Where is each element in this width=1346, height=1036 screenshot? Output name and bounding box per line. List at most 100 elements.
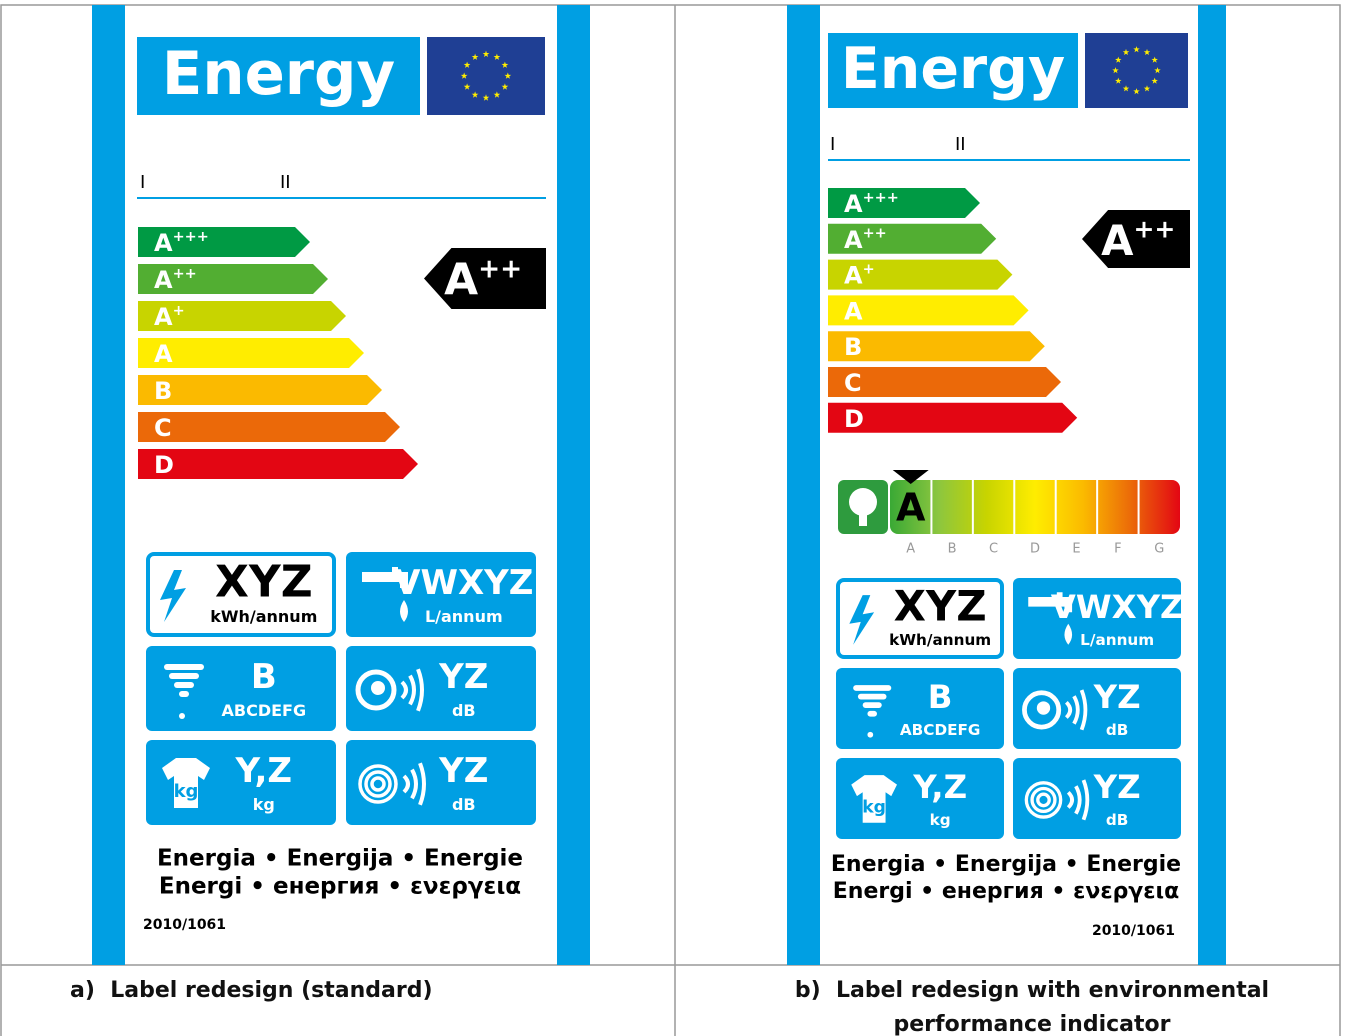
eu-star	[1122, 48, 1130, 55]
icon-shirt-unit: kg	[174, 781, 199, 802]
header-box	[137, 37, 420, 115]
languages: Energia • Energija • Energie	[157, 846, 523, 872]
eu-star	[1133, 88, 1140, 95]
info-unit: kWh/annum	[889, 631, 991, 649]
icon-spiral	[1030, 786, 1057, 814]
rating-label: A++	[1101, 214, 1175, 264]
info-unit: L/annum	[1080, 631, 1154, 649]
eu-star	[463, 61, 471, 68]
header-title: Energy	[841, 36, 1065, 102]
eu-star	[471, 91, 479, 98]
class-letter: A	[844, 226, 863, 254]
class-label: A+++	[154, 229, 209, 257]
class-label: B	[154, 377, 172, 405]
icon-sound	[1081, 779, 1090, 821]
info-unit: kg	[253, 795, 275, 814]
class-superscript: ++	[478, 254, 522, 284]
info-unit: kWh/annum	[210, 607, 317, 626]
class-arrow	[828, 188, 980, 218]
class-letter: A	[154, 266, 173, 294]
info-unit: L/annum	[425, 607, 503, 626]
class-superscript: +	[863, 261, 875, 277]
info-value: VWXYZ	[1051, 588, 1184, 626]
icon-tornado	[164, 664, 204, 670]
icon-drum-core	[371, 681, 385, 695]
icon-sound	[402, 774, 410, 794]
info-box	[836, 578, 1004, 659]
class-superscript: ++	[863, 226, 887, 242]
icon-tornado	[862, 702, 882, 709]
env-scale-letter: E	[1072, 542, 1080, 557]
info-unit: dB	[1106, 721, 1129, 739]
info-unit: dB	[1106, 811, 1129, 829]
eu-star	[482, 50, 490, 57]
icon-drum-core	[1036, 701, 1051, 715]
icon-sound	[410, 768, 418, 800]
class-label: D	[844, 405, 864, 433]
scale-mark: I	[830, 134, 835, 155]
class-label: A+++	[844, 190, 899, 218]
class-letter: A	[154, 303, 173, 331]
info-unit: kg	[930, 811, 951, 829]
eu-flag	[427, 37, 545, 115]
icon-sound	[1079, 689, 1088, 731]
icon-spiral	[358, 764, 398, 804]
class-label: D	[154, 451, 174, 479]
icon-sound	[1064, 700, 1073, 719]
class-label: A+	[154, 303, 185, 331]
icon-tornado	[857, 693, 887, 700]
class-letter: C	[154, 414, 172, 442]
rating-label: A++	[444, 254, 522, 306]
info-unit: dB	[452, 795, 476, 814]
label-strip	[92, 5, 125, 965]
env-scale-letter: G	[1154, 542, 1164, 557]
eu-star	[1143, 85, 1151, 92]
class-arrow	[828, 402, 1078, 433]
info-box	[1013, 668, 1181, 749]
icon-drop	[400, 600, 408, 622]
icon-drop	[1064, 623, 1073, 645]
languages: Energia • Energija • Energie	[831, 852, 1181, 877]
class-letter: D	[844, 405, 864, 433]
eu-star	[1133, 46, 1140, 53]
eu-star	[1115, 56, 1122, 63]
class-letter: A	[154, 340, 173, 368]
icon-spiral	[364, 770, 392, 798]
regulation: 2010/1061	[143, 917, 226, 933]
info-value: Y,Z	[912, 768, 967, 806]
icon-sound	[418, 762, 426, 806]
class-arrow	[138, 375, 382, 405]
icon-spiral	[1036, 792, 1051, 808]
class-letter: A	[444, 255, 478, 306]
eu-star	[504, 72, 512, 79]
class-letter: D	[154, 451, 174, 479]
scale-mark: II	[955, 134, 966, 155]
icon-shirt	[851, 775, 897, 823]
class-arrow	[138, 412, 400, 442]
caption: a) Label redesign (standard)	[70, 978, 433, 1003]
icon-drum	[355, 669, 397, 711]
class-label: A	[154, 340, 173, 368]
info-value: VWXYZ	[394, 563, 533, 603]
tree-trunk	[859, 510, 867, 526]
icon-tornado	[853, 685, 892, 691]
icon-shirt-unit: kg	[862, 798, 886, 818]
scale-mark: II	[280, 172, 291, 193]
languages: Energi • енергия • ενεργεια	[833, 879, 1179, 904]
icon-spiral	[370, 776, 386, 792]
env-bar	[890, 480, 1180, 534]
class-letter: B	[844, 333, 862, 361]
header-title: Energy	[162, 39, 395, 108]
icon-bolt	[849, 595, 875, 645]
info-value: YZ	[438, 657, 488, 697]
icon-sound	[416, 668, 424, 712]
class-label: A+	[844, 261, 875, 289]
header-box	[828, 33, 1078, 108]
eu-star	[1112, 67, 1119, 74]
env-scale-letter: A	[906, 542, 915, 557]
class-letter: A	[1101, 216, 1134, 265]
eu-flag	[1085, 33, 1188, 108]
label-strip	[787, 5, 820, 965]
